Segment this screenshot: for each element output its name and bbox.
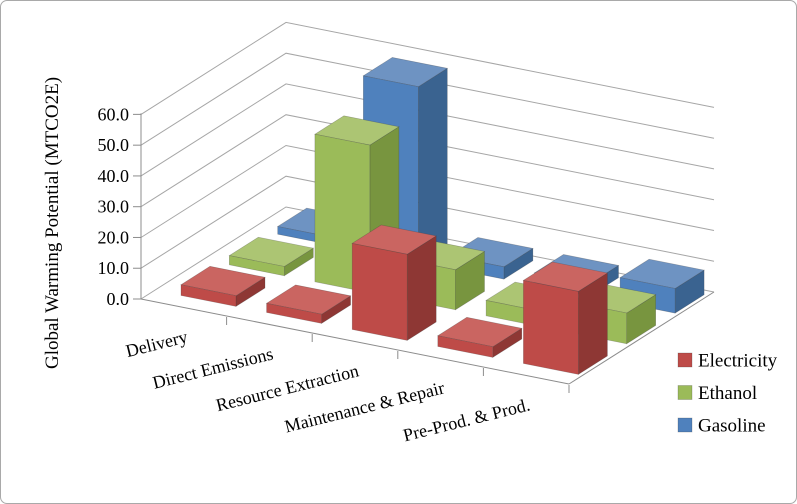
bar-face-top <box>619 258 705 289</box>
y-tick-label: 0.0 <box>107 289 130 309</box>
legend-swatch-ethanol <box>677 385 693 400</box>
gridline-20.0 <box>140 144 715 238</box>
gridline-30.0 <box>140 114 715 208</box>
bar-electricity-3[interactable] <box>351 224 437 341</box>
y-tick-label: 20.0 <box>98 227 130 247</box>
legend-swatch-gasoline <box>677 417 693 433</box>
bar-electricity-5[interactable] <box>522 261 609 375</box>
y-tick-label: 40.0 <box>98 166 130 186</box>
gridline-10.0 <box>140 175 715 269</box>
bar-face-front <box>229 255 285 277</box>
legend-item-gasoline[interactable]: Gasoline <box>677 416 766 437</box>
y-tick-label: 60.0 <box>98 104 130 124</box>
category-axis-line <box>140 298 570 385</box>
gridline-50.0 <box>140 52 715 146</box>
y-axis-title: Global Warming Potential (MTCO2E) <box>42 77 63 369</box>
bar-electricity-4[interactable] <box>437 316 523 358</box>
bar-electricity-2[interactable] <box>265 284 352 324</box>
bar-face-top <box>228 236 315 267</box>
floor-right-edge <box>568 291 715 385</box>
bar-ethanol-1[interactable] <box>228 236 315 277</box>
gridline-40.0 <box>140 83 715 177</box>
y-tick-label: 50.0 <box>98 135 130 155</box>
bar-electricity-1[interactable] <box>180 265 266 307</box>
bar-face-front <box>437 335 494 358</box>
bar-face-front <box>266 302 322 324</box>
y-tick-label: 10.0 <box>98 258 130 278</box>
legend-item-ethanol[interactable]: Ethanol <box>677 383 757 404</box>
bar-face-front <box>523 280 579 375</box>
legend-swatch-electricity <box>677 352 693 368</box>
legend-item-electricity[interactable]: Electricity <box>677 351 778 372</box>
bar-face-front <box>180 284 237 307</box>
category-label-1: Delivery <box>124 326 190 361</box>
gridline-60.0 <box>140 21 715 115</box>
legend-label-ethanol: Ethanol <box>698 383 757 404</box>
legend-label-gasoline: Gasoline <box>698 416 766 437</box>
y-tick-label: 30.0 <box>98 197 130 217</box>
legend-label-electricity: Electricity <box>698 351 778 372</box>
bar-face-front <box>351 243 408 341</box>
